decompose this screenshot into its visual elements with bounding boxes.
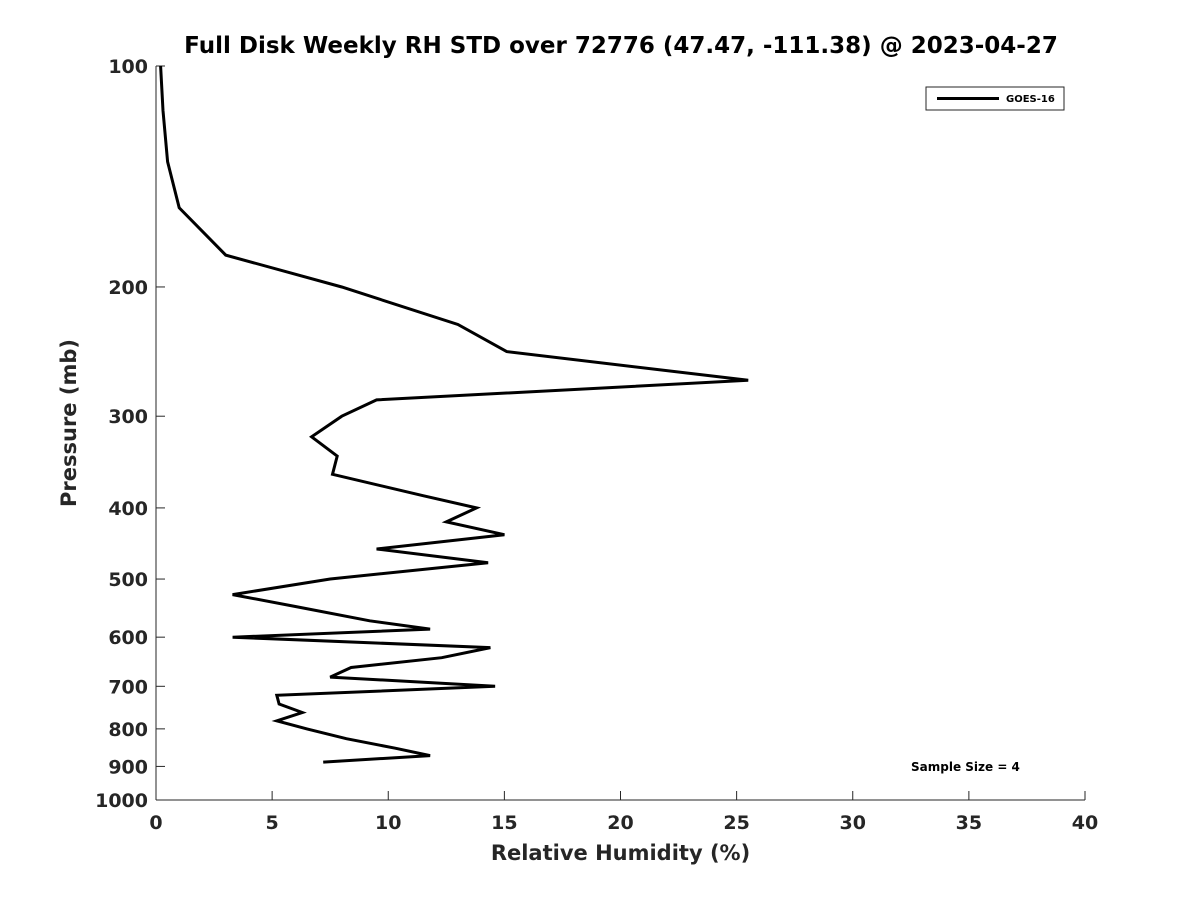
x-tick-label: 40 bbox=[1072, 812, 1098, 834]
series-layer bbox=[159, 65, 749, 764]
x-tick-label: 5 bbox=[266, 812, 279, 834]
x-tick-label: 15 bbox=[491, 812, 517, 834]
x-tick-label: 30 bbox=[840, 812, 866, 834]
x-axis-label: Relative Humidity (%) bbox=[491, 841, 750, 865]
x-tick-label: 0 bbox=[149, 812, 162, 834]
legend: GOES-16 bbox=[925, 86, 1065, 111]
y-ticks: 100 200 300 400 500 600 700 800 900 1000 bbox=[95, 56, 165, 812]
y-axis-label: Pressure (mb) bbox=[57, 339, 81, 507]
legend-label-goes-16: GOES-16 bbox=[1006, 94, 1055, 105]
x-tick-label: 20 bbox=[607, 812, 633, 834]
x-tick-label: 25 bbox=[723, 812, 749, 834]
y-tick-label: 100 bbox=[108, 56, 148, 78]
y-tick-label: 600 bbox=[108, 627, 148, 649]
y-tick-label: 1000 bbox=[95, 790, 148, 812]
y-tick-label: 500 bbox=[108, 569, 148, 591]
y-tick-label: 700 bbox=[108, 676, 148, 698]
y-tick-label: 900 bbox=[108, 756, 148, 778]
series-line-goes-16 bbox=[159, 65, 749, 764]
sample-size-annotation: Sample Size = 4 bbox=[911, 760, 1020, 774]
chart-title: Full Disk Weekly RH STD over 72776 (47.4… bbox=[184, 33, 1058, 59]
y-tick-label: 400 bbox=[108, 498, 148, 520]
y-tick-label: 800 bbox=[108, 719, 148, 741]
x-tick-label: 10 bbox=[375, 812, 401, 834]
y-tick-label: 300 bbox=[108, 406, 148, 428]
y-tick-label: 200 bbox=[108, 277, 148, 299]
x-tick-label: 35 bbox=[956, 812, 982, 834]
x-ticks: 0 5 10 15 20 25 30 35 40 bbox=[149, 791, 1098, 834]
